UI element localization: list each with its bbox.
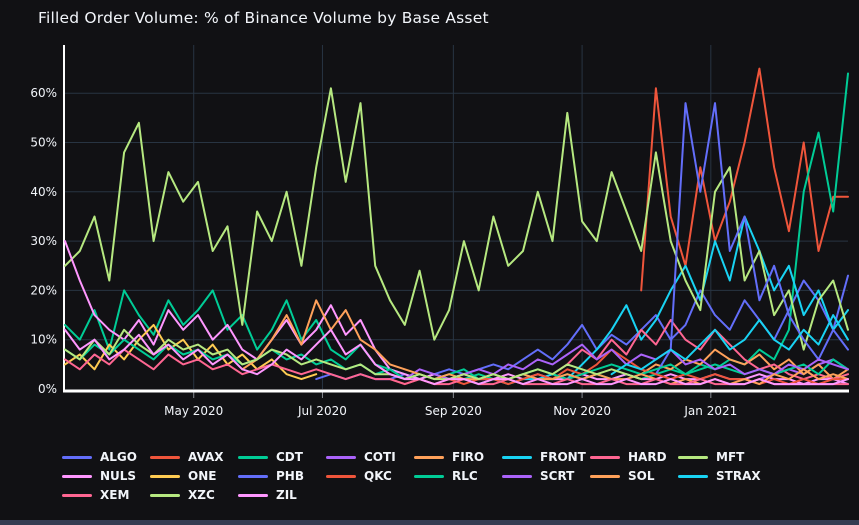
legend-item-STRAX[interactable]: STRAX bbox=[678, 467, 766, 486]
line-chart[interactable]: 0% 10% 20% 30% 40% 50% 60% May 2020 Jul 2020 Sep … bbox=[0, 0, 859, 445]
legend-label: XEM bbox=[100, 488, 130, 502]
legend-label: SCRT bbox=[540, 469, 575, 483]
legend-swatch-HARD bbox=[590, 456, 620, 459]
y-tick-label: 10% bbox=[30, 333, 57, 347]
legend-item-FRONT[interactable]: FRONT bbox=[502, 448, 590, 467]
bottom-window-strip bbox=[0, 520, 859, 525]
y-tick-label: 50% bbox=[30, 136, 57, 150]
legend-label: NULS bbox=[100, 469, 137, 483]
legend-item-NULS[interactable]: NULS bbox=[62, 467, 150, 486]
series-line-NULS bbox=[64, 240, 849, 386]
x-tick-label: May 2020 bbox=[164, 404, 223, 418]
legend-swatch-AVAX bbox=[150, 456, 180, 459]
legend-item-PHB[interactable]: PHB bbox=[238, 467, 326, 486]
x-tick-label: Jul 2020 bbox=[297, 404, 347, 418]
legend: ALGO AVAX CDT COTI FIRO FRONT HARD MFT NULS ONE PH… bbox=[62, 448, 774, 505]
legend-label: ALGO bbox=[100, 450, 137, 464]
legend-label: QKC bbox=[364, 469, 392, 483]
legend-swatch-XZC bbox=[150, 494, 180, 497]
legend-label: CDT bbox=[276, 450, 303, 464]
legend-item-FIRO[interactable]: FIRO bbox=[414, 448, 502, 467]
legend-label: XZC bbox=[188, 488, 215, 502]
series-line-XZC bbox=[64, 328, 643, 381]
series-line-FRONT bbox=[462, 215, 849, 386]
legend-label: RLC bbox=[452, 469, 478, 483]
legend-label: SOL bbox=[628, 469, 655, 483]
legend-item-XZC[interactable]: XZC bbox=[150, 486, 238, 505]
legend-item-HARD[interactable]: HARD bbox=[590, 448, 678, 467]
y-tick-label: 30% bbox=[30, 234, 57, 248]
legend-label: HARD bbox=[628, 450, 667, 464]
y-tick-label: 40% bbox=[30, 185, 57, 199]
legend-item-QKC[interactable]: QKC bbox=[326, 467, 414, 486]
legend-swatch-FIRO bbox=[414, 456, 444, 459]
legend-swatch-FRONT bbox=[502, 456, 532, 459]
legend-label: ONE bbox=[188, 469, 217, 483]
series-line-ZIL bbox=[64, 328, 849, 386]
x-tick-label: Nov 2020 bbox=[553, 404, 611, 418]
legend-swatch-SCRT bbox=[502, 475, 532, 478]
legend-item-ONE[interactable]: ONE bbox=[150, 467, 238, 486]
legend-swatch-CDT bbox=[238, 456, 268, 459]
legend-swatch-NULS bbox=[62, 475, 92, 478]
legend-label: COTI bbox=[364, 450, 396, 464]
series-line-PHB bbox=[654, 102, 849, 376]
legend-label: MFT bbox=[716, 450, 745, 464]
series-line-HARD bbox=[551, 319, 849, 381]
legend-swatch-RLC bbox=[414, 475, 444, 478]
y-tick-label: 60% bbox=[30, 86, 57, 100]
series-line-CDT bbox=[64, 72, 849, 381]
series-line-AVAX bbox=[640, 67, 849, 292]
legend-swatch-ZIL bbox=[238, 494, 268, 497]
legend-swatch-XEM bbox=[62, 494, 92, 497]
legend-swatch-PHB bbox=[238, 475, 268, 478]
legend-label: PHB bbox=[276, 469, 304, 483]
legend-item-ALGO[interactable]: ALGO bbox=[62, 448, 150, 467]
legend-item-COTI[interactable]: COTI bbox=[326, 448, 414, 467]
legend-item-XEM[interactable]: XEM bbox=[62, 486, 150, 505]
series-line-SOL bbox=[241, 299, 849, 386]
series-line-QKC bbox=[389, 348, 849, 386]
y-tick-label: 0% bbox=[38, 382, 57, 396]
legend-item-RLC[interactable]: RLC bbox=[414, 467, 502, 486]
legend-item-ZIL[interactable]: ZIL bbox=[238, 486, 326, 505]
legend-swatch-STRAX bbox=[678, 475, 708, 478]
x-tick-label: Jan 2021 bbox=[683, 404, 737, 418]
x-tick-label: Sep 2020 bbox=[425, 404, 482, 418]
series-line-STRAX bbox=[610, 314, 849, 376]
legend-swatch-MFT bbox=[678, 456, 708, 459]
series-line-FIRO bbox=[640, 348, 849, 381]
legend-swatch-ONE bbox=[150, 475, 180, 478]
legend-label: FIRO bbox=[452, 450, 485, 464]
legend-swatch-SOL bbox=[590, 475, 620, 478]
y-tick-label: 20% bbox=[30, 283, 57, 297]
series-line-MFT bbox=[64, 87, 849, 351]
legend-item-SOL[interactable]: SOL bbox=[590, 467, 678, 486]
legend-label: AVAX bbox=[188, 450, 224, 464]
legend-swatch-ALGO bbox=[62, 456, 92, 459]
legend-label: FRONT bbox=[540, 450, 586, 464]
legend-swatch-COTI bbox=[326, 456, 356, 459]
legend-swatch-QKC bbox=[326, 475, 356, 478]
series-line-XEM bbox=[64, 348, 849, 386]
chart-title: Filled Order Volume: % of Binance Volume… bbox=[38, 9, 489, 27]
series-line-SCRT bbox=[389, 343, 849, 381]
legend-label: STRAX bbox=[716, 469, 761, 483]
legend-item-MFT[interactable]: MFT bbox=[678, 448, 766, 467]
legend-item-AVAX[interactable]: AVAX bbox=[150, 448, 238, 467]
legend-item-CDT[interactable]: CDT bbox=[238, 448, 326, 467]
legend-label: ZIL bbox=[276, 488, 297, 502]
legend-item-SCRT[interactable]: SCRT bbox=[502, 467, 590, 486]
